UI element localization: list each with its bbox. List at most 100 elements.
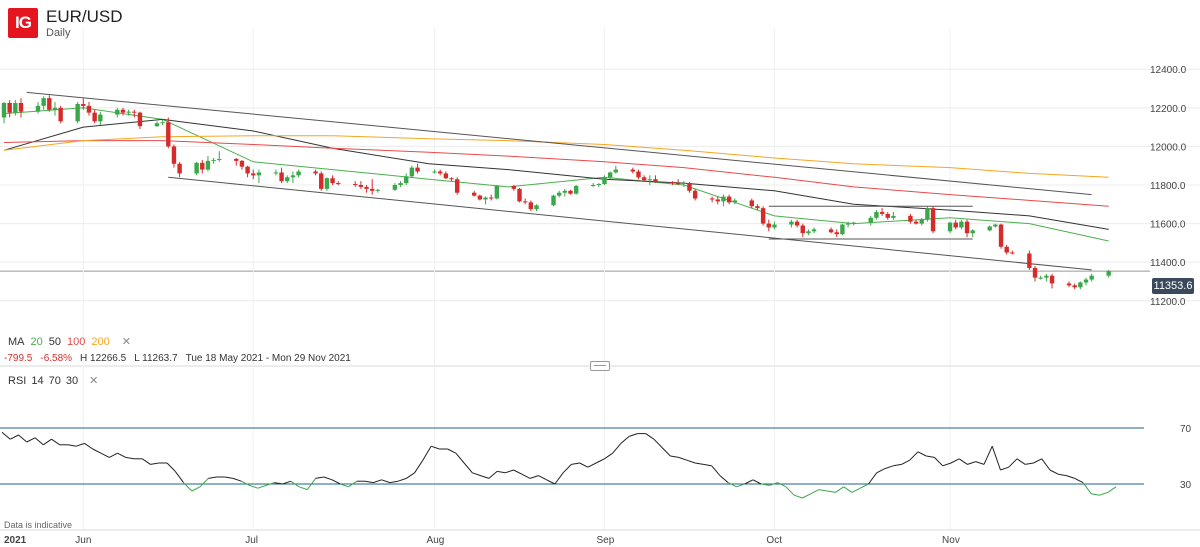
candle-body: [126, 111, 131, 113]
candle: [511, 185, 517, 191]
rsi-segment: [967, 461, 976, 465]
candle: [1038, 275, 1043, 280]
time-tick-label: Jun: [75, 535, 91, 546]
candle-body: [245, 166, 250, 174]
candle-body: [806, 231, 811, 234]
rsi-segment: [794, 494, 803, 499]
candle-body: [766, 223, 771, 228]
candle-body: [154, 123, 160, 127]
candle: [166, 117, 171, 149]
rsi-segment: [232, 477, 242, 482]
candle-body: [58, 107, 63, 122]
candle-body: [404, 176, 409, 184]
candle-body: [1027, 253, 1032, 268]
candle: [794, 219, 800, 228]
rsi-segment: [241, 480, 250, 486]
candle-body: [760, 208, 766, 224]
rsi-segment: [306, 478, 316, 490]
candle-body: [845, 223, 851, 225]
candle: [41, 96, 46, 110]
rsi-segment: [851, 487, 861, 493]
candle: [834, 229, 839, 238]
candle: [789, 219, 794, 228]
rsi-segment: [208, 476, 217, 479]
candle: [851, 221, 856, 226]
rsi-segment: [859, 483, 869, 489]
rsi-segment: [628, 433, 638, 437]
candle: [811, 227, 817, 234]
rsi-segment: [174, 471, 184, 483]
trendline: [26, 91, 1092, 196]
rsi-segment: [414, 459, 424, 474]
candle-body: [602, 177, 607, 185]
candle: [86, 102, 92, 116]
candle-body: [98, 114, 103, 122]
candle: [749, 198, 754, 209]
candle: [562, 188, 568, 197]
rsi-segment: [653, 438, 663, 448]
candle: [630, 167, 636, 174]
price-change-percent: -6.58%: [40, 353, 73, 364]
rsi-segment: [1041, 458, 1051, 471]
rsi-panel: [0, 427, 1144, 499]
rsi-segment: [958, 458, 968, 465]
candle-body: [636, 171, 641, 178]
candle-body: [772, 224, 777, 228]
rsi-segment: [529, 475, 539, 479]
rsi-segment: [290, 480, 300, 488]
price-tick-label: 11600.0: [1150, 220, 1186, 231]
candle: [98, 111, 103, 126]
rsi-segment: [274, 482, 283, 485]
candle-body: [721, 196, 726, 202]
ma-200-label: 200: [91, 335, 110, 348]
close-icon[interactable]: ✕: [89, 375, 99, 387]
candle: [160, 119, 165, 126]
rsi-segment: [991, 446, 1001, 471]
rsi-segment: [480, 475, 490, 479]
candle-body: [364, 186, 369, 189]
rsi-segment: [587, 462, 597, 468]
candle: [800, 223, 805, 238]
rsi-segment: [868, 472, 878, 485]
rsi-segment: [579, 462, 589, 468]
candle: [415, 163, 420, 174]
candle: [488, 194, 494, 201]
candle-body: [432, 171, 437, 173]
candle: [35, 102, 41, 114]
ma-legend[interactable]: MA 20 50 100 200 ✕: [8, 335, 131, 349]
rsi-segment: [298, 486, 308, 491]
candle-body: [925, 208, 930, 220]
candle: [75, 102, 80, 124]
rsi-legend[interactable]: RSI 14 70 30 ✕: [8, 374, 99, 388]
candle-body: [290, 175, 296, 178]
rsi-segment: [125, 456, 135, 460]
close-icon[interactable]: ✕: [121, 336, 131, 348]
rsi-segment: [1099, 491, 1108, 496]
rsi-segment: [92, 448, 102, 454]
candle: [636, 169, 641, 180]
candle-body: [285, 177, 290, 182]
candle-body: [92, 112, 97, 122]
rsi-tick-label: 70: [1180, 424, 1192, 435]
rsi-segment: [934, 457, 944, 467]
candle-body: [534, 205, 539, 210]
candle: [52, 102, 58, 116]
candle: [868, 215, 873, 226]
rsi-segment: [695, 462, 704, 465]
candle-body: [477, 195, 483, 200]
candle: [726, 194, 732, 205]
candle: [953, 219, 958, 230]
candle-body: [18, 102, 24, 112]
rsi-segment: [818, 489, 828, 492]
candle-body: [885, 213, 890, 218]
candle: [1004, 244, 1009, 255]
candle: [828, 227, 834, 234]
rsi-segment: [397, 477, 407, 482]
time-tick-label: Jul: [245, 535, 258, 546]
candle-body: [415, 167, 420, 172]
candle: [353, 181, 358, 187]
candle-body: [613, 169, 619, 173]
pane-resize-handle[interactable]: [590, 361, 610, 371]
candle: [687, 182, 692, 193]
